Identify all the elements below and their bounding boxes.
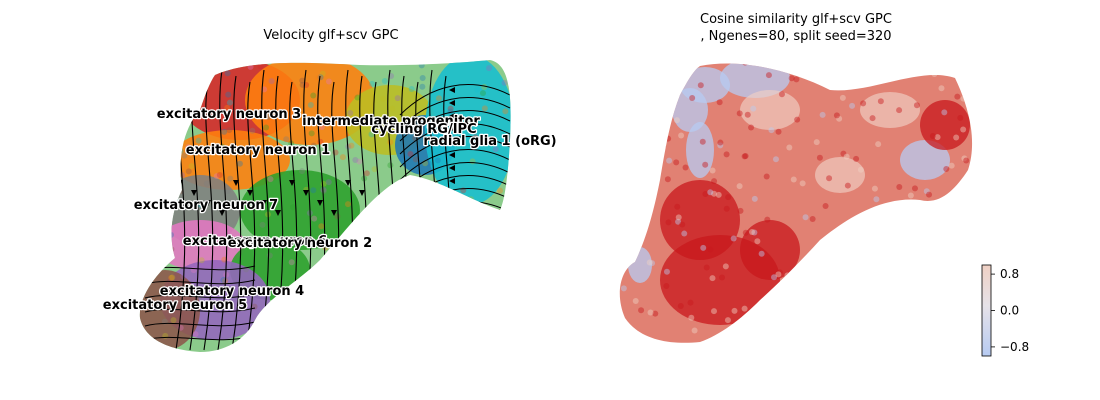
velocity-plot-title: Velocity glf+scv GPC <box>263 28 398 43</box>
velocity-panel: Velocity glf+scv GPC excitatory neuron 3… <box>102 28 558 352</box>
cluster-labels: excitatory neuron 3 excitatory neuron 1 in… <box>102 106 558 315</box>
cosine-panel: Cosine similarity glf+scv GPC , Ngenes=8… <box>619 12 1029 357</box>
cluster-label-excitatory-neuron-6: excitatory neuron 6 <box>183 234 327 249</box>
colorbar-tick-label: −0.8 <box>1000 340 1029 354</box>
cluster-label-excitatory-neuron-1: excitatory neuron 1 <box>186 143 330 158</box>
cluster-label-excitatory-neuron-5: excitatory neuron 5 <box>103 298 247 313</box>
colorbar-tick-label: 0.0 <box>1000 304 1019 318</box>
cluster-label-radial-glia-1-org: radial glia 1 (oRG) <box>423 134 556 149</box>
cluster-label-cycling-rg-ipc: cycling RG/IPC <box>371 122 476 137</box>
cluster-label-excitatory-neuron-4: excitatory neuron 4 <box>160 284 304 299</box>
cluster-label-excitatory-neuron-7: excitatory neuron 7 <box>134 198 278 213</box>
cosine-plot-title-line-1: Cosine similarity glf+scv GPC <box>700 12 892 27</box>
cluster-region-excitatory-neuron-2 <box>240 170 360 250</box>
cluster-region-excitatory-neuron-6 <box>155 220 245 270</box>
cluster-label-excitatory-neuron-3: excitatory neuron 3 <box>157 107 301 122</box>
colorbar-gradient <box>981 264 992 357</box>
cosine-plot-title-line-2: , Ngenes=80, split seed=320 <box>700 29 891 44</box>
colorbar-ticks: 0.8 0.0 −0.8 <box>991 267 1029 354</box>
cluster-label-excitatory-neuron-2: excitatory neuron 2 <box>228 236 372 251</box>
cluster-label-intermediate-progenitor: intermediate progenitor <box>302 114 480 129</box>
cosine-scatter-region <box>619 63 973 343</box>
colorbar: 0.8 0.0 −0.8 <box>981 264 1029 357</box>
colorbar-tick-label: 0.8 <box>1000 267 1019 281</box>
